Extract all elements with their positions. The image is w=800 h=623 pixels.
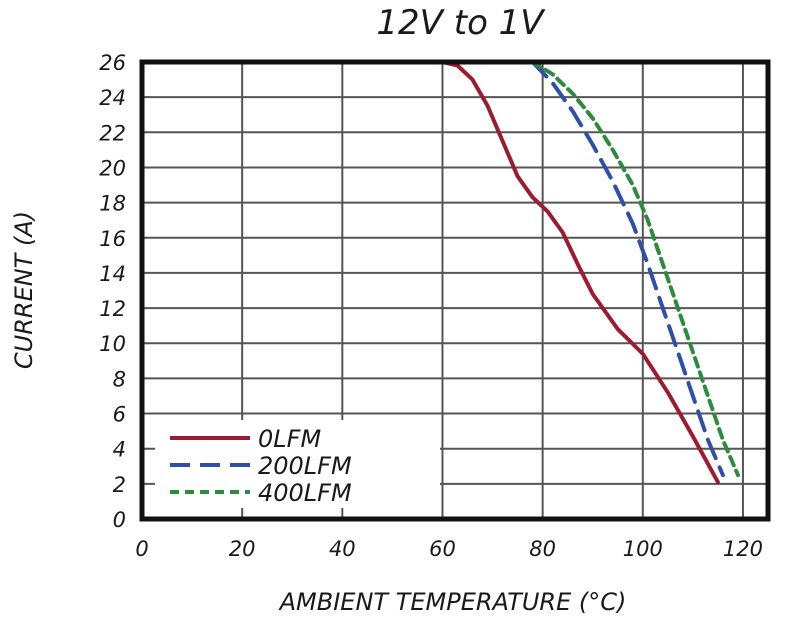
chart-title: 12V to 1V — [376, 3, 546, 43]
y-axis-label: CURRENT (A) — [10, 211, 38, 369]
legend-label-200lfm: 200LFM — [258, 452, 352, 480]
x-tick-label: 20 — [229, 537, 256, 561]
legend-label-400lfm: 400LFM — [258, 479, 352, 507]
y-tick-label: 10 — [99, 332, 126, 356]
y-tick-label: 24 — [99, 86, 126, 110]
y-tick-label: 14 — [99, 262, 126, 286]
grid — [142, 62, 768, 519]
x-tick-label: 120 — [723, 537, 763, 561]
x-axis-label: AMBIENT TEMPERATURE (°C) — [278, 588, 627, 616]
x-tick-label: 40 — [329, 537, 356, 561]
y-tick-label: 4 — [113, 438, 126, 462]
y-tick-label: 2 — [113, 473, 126, 497]
y-tick-label: 16 — [99, 227, 126, 251]
y-tick-label: 6 — [113, 403, 126, 427]
x-tick-label: 60 — [429, 537, 456, 561]
y-tick-label: 18 — [99, 192, 126, 216]
x-tick-label: 0 — [135, 537, 148, 561]
series-line-200lfm — [530, 60, 725, 478]
plot-frame — [139, 59, 771, 522]
y-tick-label: 20 — [99, 156, 126, 180]
series-line-0lfm — [440, 60, 720, 485]
x-tick-label: 100 — [623, 537, 663, 561]
series-layer — [440, 60, 740, 485]
x-tick-label: 80 — [529, 537, 556, 561]
y-tick-label: 12 — [99, 297, 126, 321]
legend-label-0lfm: 0LFM — [258, 425, 321, 453]
y-tick-label: 26 — [99, 51, 126, 75]
series-line-400lfm — [530, 60, 740, 478]
y-tick-label: 8 — [113, 367, 126, 391]
y-tick-label: 22 — [99, 121, 126, 145]
y-tick-label: 0 — [113, 508, 126, 532]
